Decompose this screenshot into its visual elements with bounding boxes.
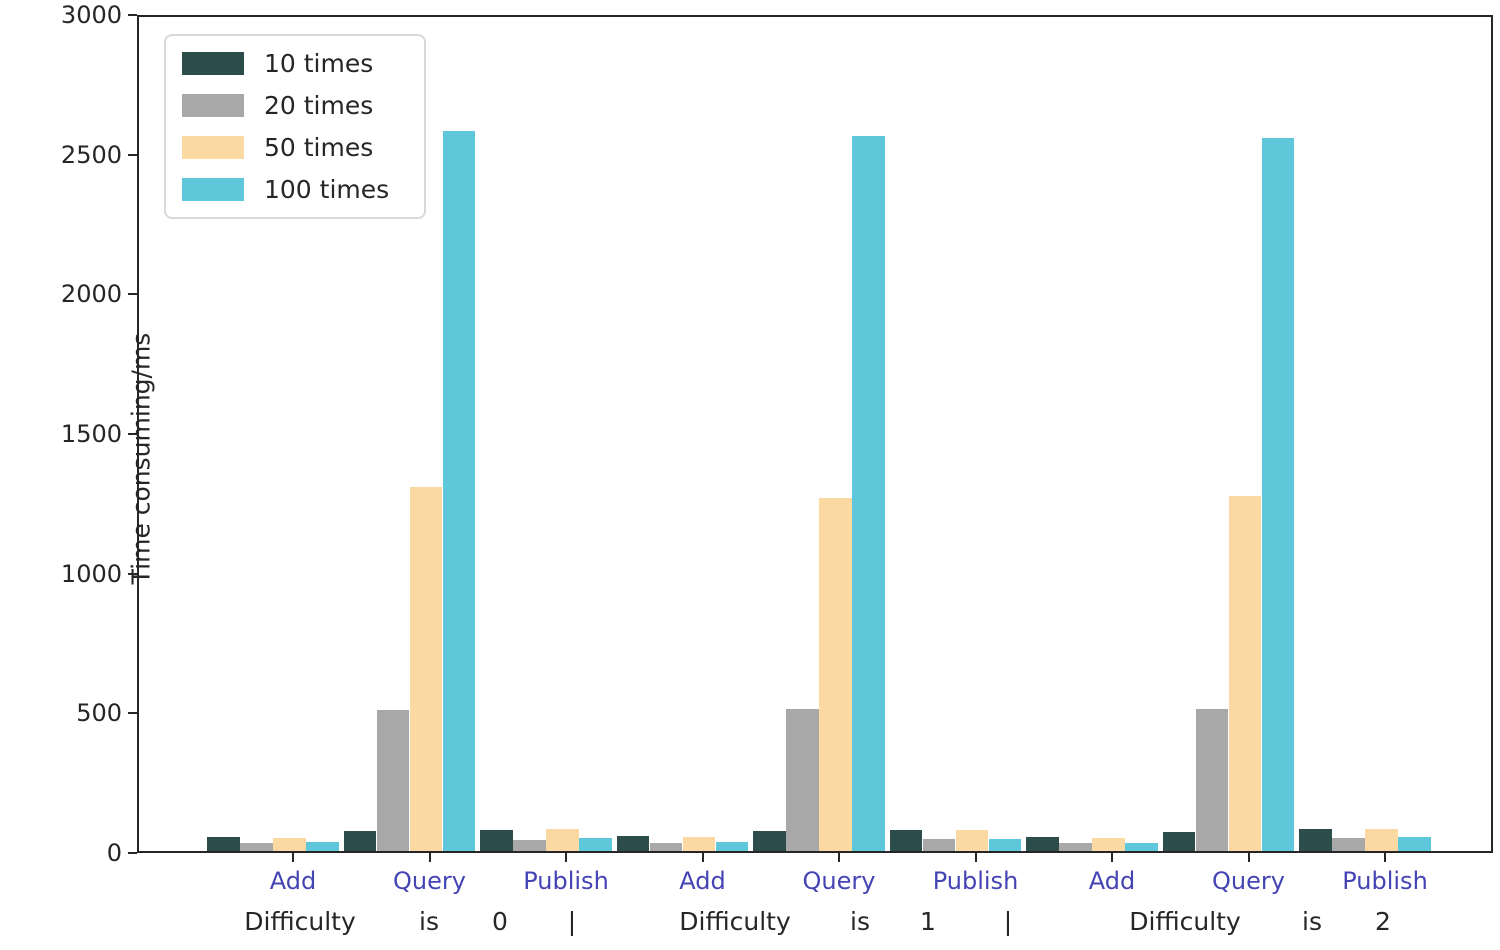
bar-query-10-times xyxy=(753,830,786,851)
y-tick-label: 500 xyxy=(76,699,122,728)
bar-add-50-times xyxy=(273,837,306,851)
x-tick-label-add: Add xyxy=(679,867,726,895)
legend-item-50-times: 50 times xyxy=(182,133,406,162)
x-group-label: 0 xyxy=(492,907,508,936)
legend: 10 times 20 times 50 times 100 times xyxy=(164,34,426,219)
y-tick-mark xyxy=(128,852,137,854)
bar-add-20-times xyxy=(649,843,682,851)
y-tick-mark xyxy=(128,433,137,435)
y-tick-mark xyxy=(128,14,137,16)
bar-add-10-times xyxy=(616,836,649,851)
y-tick-label: 1500 xyxy=(60,420,122,448)
bar-add-10-times xyxy=(1026,837,1059,851)
y-tick-label: 2500 xyxy=(60,140,122,169)
bar-query-50-times xyxy=(1228,495,1261,851)
x-group-label: Difficulty xyxy=(1129,907,1241,936)
legend-label: 10 times xyxy=(264,49,374,78)
x-group-label: Difficulty xyxy=(679,907,791,936)
legend-item-10-times: 10 times xyxy=(182,49,406,78)
legend-swatch-20-times xyxy=(182,94,244,117)
bar-add-20-times xyxy=(240,843,273,851)
x-tick-mark xyxy=(701,853,704,862)
x-tick-label-add: Add xyxy=(269,867,317,895)
bar-query-100-times xyxy=(1261,138,1294,851)
x-group-label: | xyxy=(1003,907,1013,936)
bar-publish-50-times xyxy=(955,829,988,851)
bar-publish-20-times xyxy=(513,839,546,851)
x-group-label: 1 xyxy=(920,907,936,936)
x-group-label: | xyxy=(567,907,577,936)
x-tick-mark xyxy=(1111,853,1113,862)
x-tick-mark xyxy=(1384,853,1386,862)
x-tick-mark xyxy=(838,853,840,862)
bar-query-20-times xyxy=(786,709,819,851)
bar-query-50-times xyxy=(819,498,852,851)
bar-query-10-times xyxy=(343,831,376,851)
y-tick-mark xyxy=(128,712,137,715)
bar-query-20-times xyxy=(1195,708,1228,851)
bar-publish-100-times xyxy=(579,838,612,851)
y-tick-label: 1000 xyxy=(60,559,122,588)
bar-add-50-times xyxy=(1092,837,1125,851)
plot-area: Time consuming/ms 10 times 20 times 50 t… xyxy=(127,15,1493,853)
bar-add-100-times xyxy=(306,841,339,851)
legend-swatch-10-times xyxy=(182,52,244,75)
legend-label: 100 times xyxy=(264,175,390,204)
bar-query-100-times xyxy=(852,135,885,851)
x-tick-mark xyxy=(1247,853,1250,862)
x-tick-label-query: Query xyxy=(393,867,466,895)
legend-swatch-100-times xyxy=(182,178,244,201)
bar-publish-20-times xyxy=(922,839,955,851)
bar-publish-10-times xyxy=(1299,829,1332,851)
legend-label: 50 times xyxy=(264,133,374,162)
legend-swatch-50-times xyxy=(182,136,244,159)
x-tick-mark xyxy=(974,853,977,862)
y-tick-label: 3000 xyxy=(60,1,122,29)
x-tick-mark xyxy=(428,853,431,862)
x-tick-label-add: Add xyxy=(1088,867,1136,895)
x-tick-label-query: Query xyxy=(1212,867,1285,895)
bar-publish-100-times xyxy=(1398,837,1431,851)
legend-item-100-times: 100 times xyxy=(182,175,406,204)
bar-publish-20-times xyxy=(1332,837,1365,851)
y-tick-mark xyxy=(128,572,137,575)
bar-query-50-times xyxy=(409,487,442,851)
bar-publish-10-times xyxy=(889,830,922,851)
y-tick-mark xyxy=(128,293,137,296)
bar-publish-50-times xyxy=(1365,829,1398,851)
x-tick-label-publish: Publish xyxy=(1342,867,1428,895)
bar-add-10-times xyxy=(207,837,240,851)
bar-publish-50-times xyxy=(546,829,579,851)
x-group-label: is xyxy=(1302,907,1322,936)
x-group-label: is xyxy=(419,907,439,936)
x-tick-mark xyxy=(292,853,294,862)
legend-label: 20 times xyxy=(264,91,374,120)
y-tick-mark xyxy=(128,153,137,156)
bar-add-100-times xyxy=(715,842,748,851)
legend-item-20-times: 20 times xyxy=(182,91,406,120)
x-tick-label-query: Query xyxy=(802,867,876,895)
x-tick-mark xyxy=(565,853,567,862)
x-group-label: Difficulty xyxy=(244,907,356,936)
x-group-label: 2 xyxy=(1375,907,1391,936)
bar-publish-10-times xyxy=(480,829,513,851)
bar-query-20-times xyxy=(376,709,409,851)
bar-publish-100-times xyxy=(988,839,1021,851)
x-tick-label-publish: Publish xyxy=(932,867,1019,895)
y-tick-label: 0 xyxy=(106,839,122,867)
x-tick-label-publish: Publish xyxy=(523,867,609,895)
y-tick-label: 2000 xyxy=(60,280,122,309)
bar-add-100-times xyxy=(1125,842,1158,851)
x-group-label: is xyxy=(850,907,870,936)
y-axis-title: Time consuming/ms xyxy=(126,332,156,585)
bar-add-20-times xyxy=(1059,843,1092,851)
bar-query-10-times xyxy=(1162,832,1195,851)
bar-query-100-times xyxy=(442,130,475,851)
bar-add-50-times xyxy=(682,837,715,851)
